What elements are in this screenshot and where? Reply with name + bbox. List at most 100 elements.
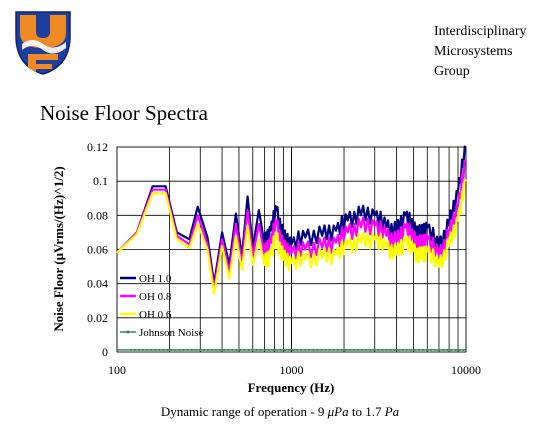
johnson-noise-marker (178, 348, 181, 351)
legend-label: Johnson Noise (139, 327, 204, 339)
johnson-noise-marker (251, 348, 254, 351)
johnson-noise-marker (312, 348, 315, 351)
johnson-noise-marker (255, 348, 258, 351)
johnson-noise-marker (328, 348, 331, 351)
johnson-noise-marker (284, 348, 287, 351)
johnson-noise-marker (146, 348, 149, 351)
legend-label: OH 1.0 (139, 273, 172, 285)
johnson-noise-marker (352, 348, 355, 351)
johnson-noise-marker (141, 348, 144, 351)
caption-high-value: Pa (384, 404, 400, 419)
y-tick-label: 0.12 (87, 140, 108, 154)
johnson-noise-marker (190, 348, 193, 351)
johnson-noise-marker (235, 348, 238, 351)
johnson-noise-marker (434, 348, 437, 351)
johnson-noise-marker (438, 348, 441, 351)
uf-gator-logo-icon (10, 6, 76, 76)
johnson-noise-marker (174, 348, 177, 351)
johnson-noise-marker (243, 348, 246, 351)
johnson-noise-marker (206, 348, 209, 351)
johnson-noise-marker (137, 348, 140, 351)
johnson-noise-marker (409, 348, 412, 351)
legend-label: OH 0.8 (139, 291, 172, 303)
johnson-noise-marker (133, 348, 136, 351)
johnson-noise-marker (166, 348, 169, 351)
johnson-noise-marker (275, 348, 278, 351)
slide-title: Noise Floor Spectra (40, 101, 208, 125)
series-line-oh-0-8 (116, 159, 467, 290)
johnson-noise-marker (357, 348, 360, 351)
johnson-noise-marker (263, 348, 266, 351)
johnson-noise-marker (288, 348, 291, 351)
johnson-noise-marker (348, 348, 351, 351)
y-tick-label: 0.1 (93, 174, 108, 188)
johnson-noise-marker (215, 348, 218, 351)
johnson-noise-marker (450, 348, 453, 351)
johnson-noise-marker (219, 348, 222, 351)
group-name: Interdisciplinary Microsystems Group (434, 24, 527, 79)
johnson-noise-marker (405, 348, 408, 351)
johnson-noise-marker (308, 348, 311, 351)
johnson-noise-marker (458, 348, 461, 351)
johnson-noise-marker (377, 348, 380, 351)
y-tick-labels: 0 0.02 0.04 0.06 0.08 0.1 0.12 (87, 140, 108, 359)
noise-floor-chart: 0 0.02 0.04 0.06 0.08 0.1 0.12 100 1000 10000 OH… (51, 140, 481, 395)
johnson-noise-marker (186, 348, 189, 351)
johnson-noise-marker (162, 348, 165, 351)
johnson-noise-marker (344, 348, 347, 351)
johnson-noise-marker (170, 348, 173, 351)
johnson-noise-marker (300, 348, 303, 351)
johnson-noise-marker (401, 348, 404, 351)
johnson-noise-marker (259, 348, 262, 351)
johnson-noise-marker (129, 348, 132, 351)
johnson-noise-marker (194, 348, 197, 351)
x-tick-label: 10000 (451, 363, 481, 377)
y-tick-label: 0.04 (87, 277, 108, 291)
series-lines (116, 145, 467, 351)
caption-mid: to 1.7 (348, 404, 385, 419)
johnson-noise-marker (158, 348, 161, 351)
johnson-noise-marker (442, 348, 445, 351)
johnson-noise-marker (462, 348, 465, 351)
x-tick-labels: 100 1000 10000 (108, 363, 481, 377)
johnson-noise-marker (417, 348, 420, 351)
johnson-noise-marker (324, 348, 327, 351)
johnson-noise-marker (198, 348, 201, 351)
johnson-noise-marker (389, 348, 392, 351)
y-axis-label: Noise Floor (μVrms/(Hz)^1/2) (51, 166, 66, 331)
johnson-noise-marker (381, 348, 384, 351)
johnson-noise-marker (332, 348, 335, 351)
johnson-noise-marker (430, 348, 433, 351)
johnson-noise-marker (446, 348, 449, 351)
johnson-noise-marker (231, 348, 234, 351)
legend-marker (126, 330, 130, 334)
johnson-noise-marker (393, 348, 396, 351)
y-tick-label: 0.02 (87, 311, 108, 325)
johnson-noise-marker (239, 348, 242, 351)
legend: OH 1.0 OH 0.8 OH 0.6 Johnson Noise (120, 273, 204, 339)
johnson-noise-marker (361, 348, 364, 351)
johnson-noise-marker (223, 348, 226, 351)
johnson-noise-marker (454, 348, 457, 351)
johnson-noise-marker (426, 348, 429, 351)
y-tick-label: 0 (102, 345, 108, 359)
johnson-noise-marker (397, 348, 400, 351)
johnson-noise-marker (182, 348, 185, 351)
caption-low-value: μPa (327, 404, 349, 419)
legend-label: OH 0.6 (139, 309, 172, 321)
x-axis-label: Frequency (Hz) (248, 380, 335, 395)
johnson-noise-marker (336, 348, 339, 351)
johnson-noise-marker (150, 348, 153, 351)
johnson-noise-marker (292, 348, 295, 351)
y-tick-label: 0.06 (87, 243, 108, 257)
series-line-oh-0-6 (116, 178, 467, 295)
johnson-noise-marker (340, 348, 343, 351)
johnson-noise-marker (279, 348, 282, 351)
johnson-noise-marker (247, 348, 250, 351)
johnson-noise-markers (129, 348, 465, 351)
johnson-noise-marker (316, 348, 319, 351)
caption: Dynamic range of operation - 9 μPa to 1.… (0, 404, 560, 420)
johnson-noise-marker (304, 348, 307, 351)
johnson-noise-marker (365, 348, 368, 351)
johnson-noise-marker (385, 348, 388, 351)
